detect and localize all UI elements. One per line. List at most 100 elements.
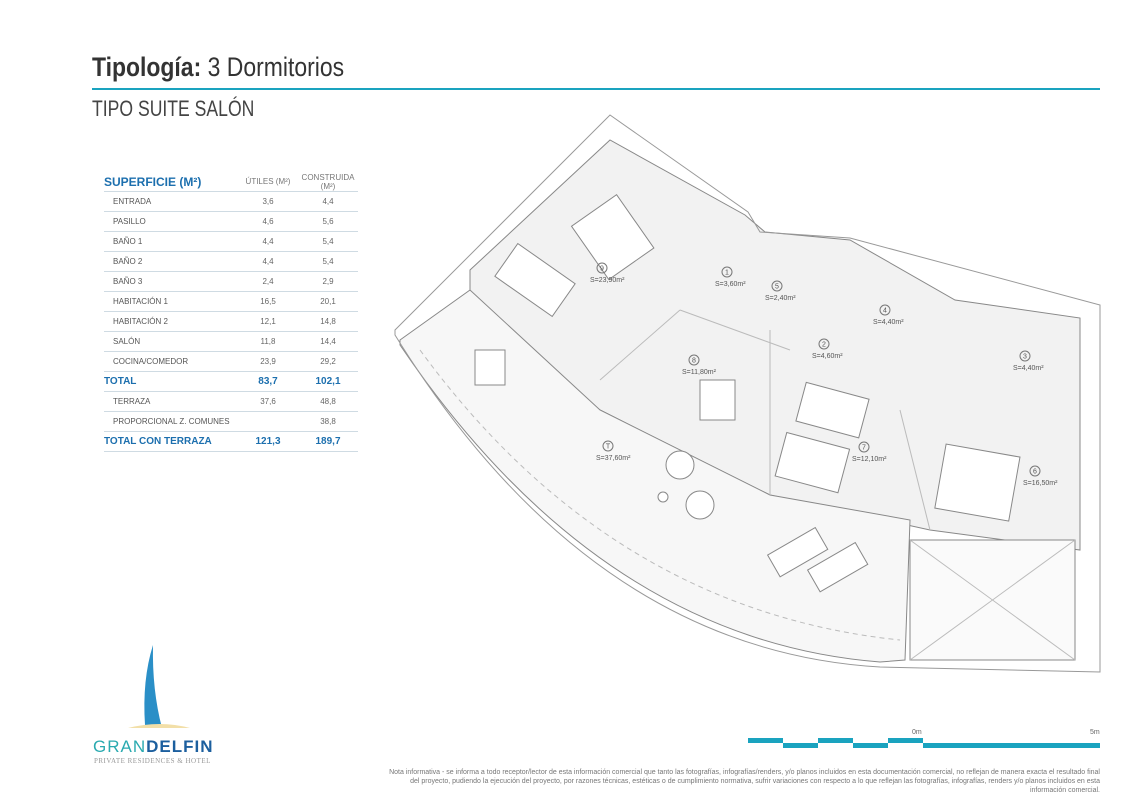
surface-table: SUPERFICIE (M²) ÚTILES (M²) CONSTRUIDA (M²… <box>104 172 358 452</box>
row-useful: 2,4 <box>238 271 298 292</box>
room-number: 1 <box>725 270 729 277</box>
room-number-circle <box>818 338 830 350</box>
room-area-label: S=37,60m² <box>596 455 631 462</box>
room-number-circle <box>771 280 783 292</box>
table-row: BAÑO 1 4,4 5,4 <box>104 231 358 252</box>
brand-name-b: DELFIN <box>146 737 214 756</box>
row-name: HABITACIÓN 1 <box>104 291 238 312</box>
row-built: 29,2 <box>298 351 358 372</box>
room-number: 3 <box>1023 354 1027 361</box>
row-built: 5,6 <box>298 211 358 232</box>
room-area-label: S=23,90m² <box>590 277 625 284</box>
row-built: 189,7 <box>298 431 358 452</box>
outer-wall <box>394 114 1101 673</box>
row-name: TERRAZA <box>104 391 238 412</box>
legal-note: Nota informativa - se informa a todo rec… <box>389 769 1100 794</box>
table-row: TERRAZA 37,6 48,8 <box>104 391 358 412</box>
col-useful: ÚTILES (M²) <box>238 172 298 192</box>
table-row: PROPORCIONAL Z. COMUNES 38,8 <box>104 411 358 432</box>
room-number-circle <box>688 354 700 366</box>
table-row: HABITACIÓN 2 12,1 14,8 <box>104 311 358 332</box>
row-name: SALÓN <box>104 331 238 352</box>
row-useful: 3,6 <box>238 191 298 212</box>
row-name: BAÑO 1 <box>104 231 238 252</box>
room-number-circle <box>858 441 870 453</box>
row-useful: 4,4 <box>238 231 298 252</box>
row-built: 102,1 <box>298 371 358 392</box>
room-area-label: S=12,10m² <box>852 456 887 463</box>
room-number: 9 <box>600 266 604 273</box>
row-useful: 83,7 <box>238 371 298 392</box>
row-useful: 37,6 <box>238 391 298 412</box>
title-divider <box>92 88 1100 90</box>
table-row: TOTAL CON TERRAZA 121,3 189,7 <box>104 431 358 452</box>
row-built: 48,8 <box>298 391 358 412</box>
row-useful: 16,5 <box>238 291 298 312</box>
row-name: HABITACIÓN 2 <box>104 311 238 332</box>
scale-bar <box>748 738 1100 748</box>
row-built: 14,8 <box>298 311 358 332</box>
table-row: TOTAL 83,7 102,1 <box>104 371 358 392</box>
table-row: HABITACIÓN 1 16,5 20,1 <box>104 291 358 312</box>
table-row: SALÓN 11,8 14,4 <box>104 331 358 352</box>
room-area-label: S=16,50m² <box>1023 480 1058 487</box>
page-title: Tipología: 3 Dormitorios <box>92 52 344 83</box>
room-area-label: S=11,80m² <box>682 369 717 376</box>
room-number: 4 <box>883 308 887 315</box>
room-area-label: S=2,40m² <box>765 295 796 302</box>
row-useful: 4,4 <box>238 251 298 272</box>
table-row: COCINA/COMEDOR 23,9 29,2 <box>104 351 358 372</box>
row-useful <box>238 411 298 432</box>
row-built: 5,4 <box>298 231 358 252</box>
row-built: 5,4 <box>298 251 358 272</box>
room-number-circle <box>1019 350 1031 362</box>
row-useful: 11,8 <box>238 331 298 352</box>
room-area-label: S=4,40m² <box>1013 365 1044 372</box>
col-built: CONSTRUIDA (M²) <box>298 172 358 192</box>
room-area-label: S=4,40m² <box>873 319 904 326</box>
brand-name-a: GRAN <box>93 737 147 756</box>
scale-end: 5m <box>1090 729 1100 736</box>
table-row: PASILLO 4,6 5,6 <box>104 211 358 232</box>
title-rest: 3 Dormitorios <box>207 52 345 82</box>
room-area-label: S=4,60m² <box>812 353 843 360</box>
row-name: PASILLO <box>104 211 238 232</box>
room-area-label: S=3,60m² <box>715 281 746 288</box>
brand-tagline: PRIVATE RESIDENCES & HOTEL <box>94 757 211 765</box>
room-number: 7 <box>862 445 866 452</box>
row-name: BAÑO 2 <box>104 251 238 272</box>
page-subtitle: TIPO SUITE SALÓN <box>92 96 255 121</box>
row-name: BAÑO 3 <box>104 271 238 292</box>
room-number: 2 <box>822 342 826 349</box>
table-row: BAÑO 3 2,4 2,9 <box>104 271 358 292</box>
row-useful: 23,9 <box>238 351 298 372</box>
row-built: 20,1 <box>298 291 358 312</box>
room-number: T <box>606 444 611 451</box>
table-row: ENTRADA 3,6 4,4 <box>104 191 358 212</box>
grandelfin-logo <box>128 645 190 728</box>
room-number-circle <box>721 266 733 278</box>
room-number-circle <box>602 440 614 452</box>
brand-name: GRANDELFIN <box>93 737 214 757</box>
title-bold: Tipología: <box>92 52 202 82</box>
table-row: BAÑO 2 4,4 5,4 <box>104 251 358 272</box>
row-name: PROPORCIONAL Z. COMUNES <box>104 411 238 432</box>
row-built: 14,4 <box>298 331 358 352</box>
room-number: 5 <box>775 284 779 291</box>
row-useful: 4,6 <box>238 211 298 232</box>
row-name: TOTAL <box>104 371 238 392</box>
room-number-circle <box>596 262 608 274</box>
row-useful: 121,3 <box>238 431 298 452</box>
room-number: 8 <box>692 358 696 365</box>
table-heading: SUPERFICIE (M²) <box>104 172 238 192</box>
row-name: COCINA/COMEDOR <box>104 351 238 372</box>
row-built: 4,4 <box>298 191 358 212</box>
row-name: ENTRADA <box>104 191 238 212</box>
room-number-circle <box>1029 465 1041 477</box>
room-number: 6 <box>1033 469 1037 476</box>
scale-start: 0m <box>912 729 922 736</box>
room-number-circle <box>879 304 891 316</box>
row-built: 38,8 <box>298 411 358 432</box>
row-built: 2,9 <box>298 271 358 292</box>
